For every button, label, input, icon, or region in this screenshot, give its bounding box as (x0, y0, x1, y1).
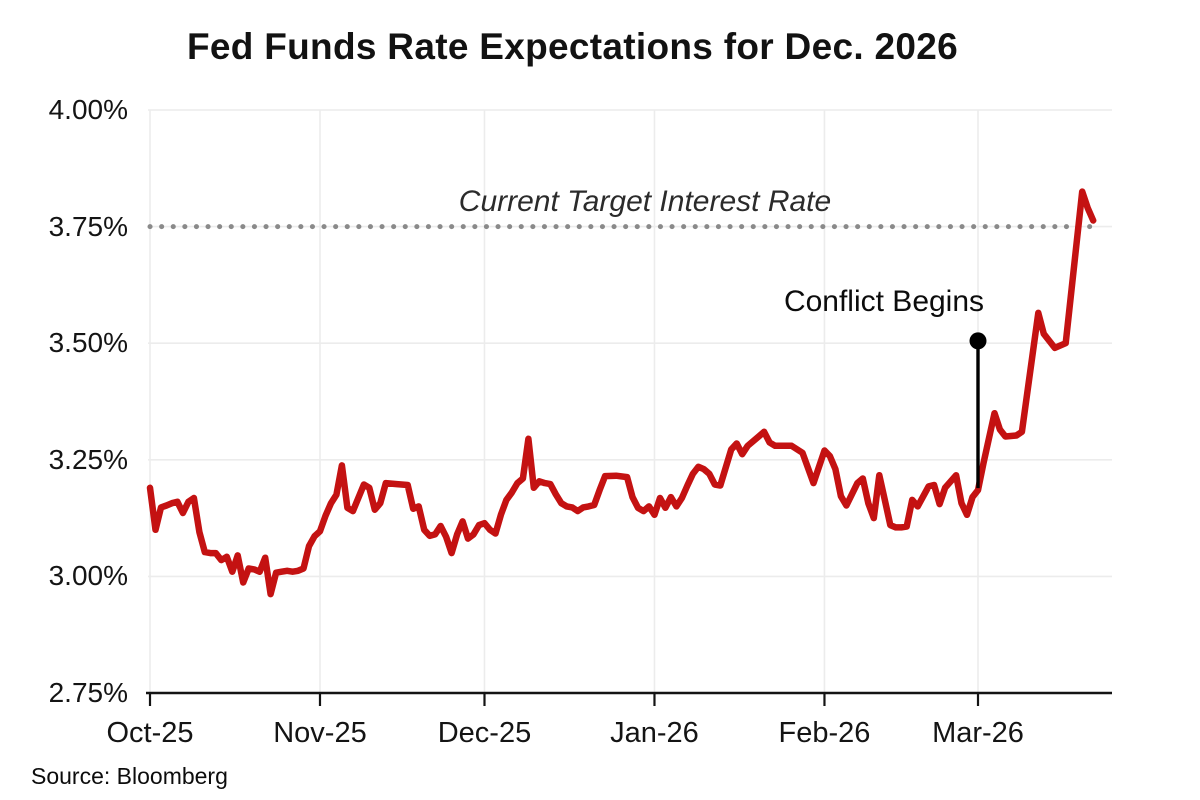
x-axis-tick-label: Dec-25 (437, 717, 532, 749)
y-axis-tick-label: 2.75% (48, 677, 128, 708)
annotation-dot (969, 332, 987, 350)
source-note: Source: Bloomberg (31, 763, 228, 789)
y-axis-tick-label: 3.25% (48, 443, 128, 475)
x-axis-tick-label: Feb-26 (778, 717, 871, 749)
y-axis-tick-label: 3.00% (48, 560, 128, 592)
reference-line-label: Current Target Interest Rate (458, 185, 832, 218)
annotation-label: Conflict Begins (783, 285, 985, 318)
y-axis-tick-label: 3.75% (48, 210, 128, 242)
rate-expectation-line (146, 188, 1097, 598)
x-axis-tick-label: Nov-25 (273, 717, 367, 749)
x-axis-tick-label: Jan-26 (610, 717, 699, 749)
x-axis-tick-label: Mar-26 (932, 717, 1024, 749)
y-axis-tick-label: 3.50% (48, 327, 128, 359)
y-axis-tick-label: 4.00% (48, 94, 128, 125)
chart-title: Fed Funds Rate Expectations for Dec. 202… (186, 26, 959, 67)
x-axis-tick-label: Oct-25 (106, 717, 194, 749)
